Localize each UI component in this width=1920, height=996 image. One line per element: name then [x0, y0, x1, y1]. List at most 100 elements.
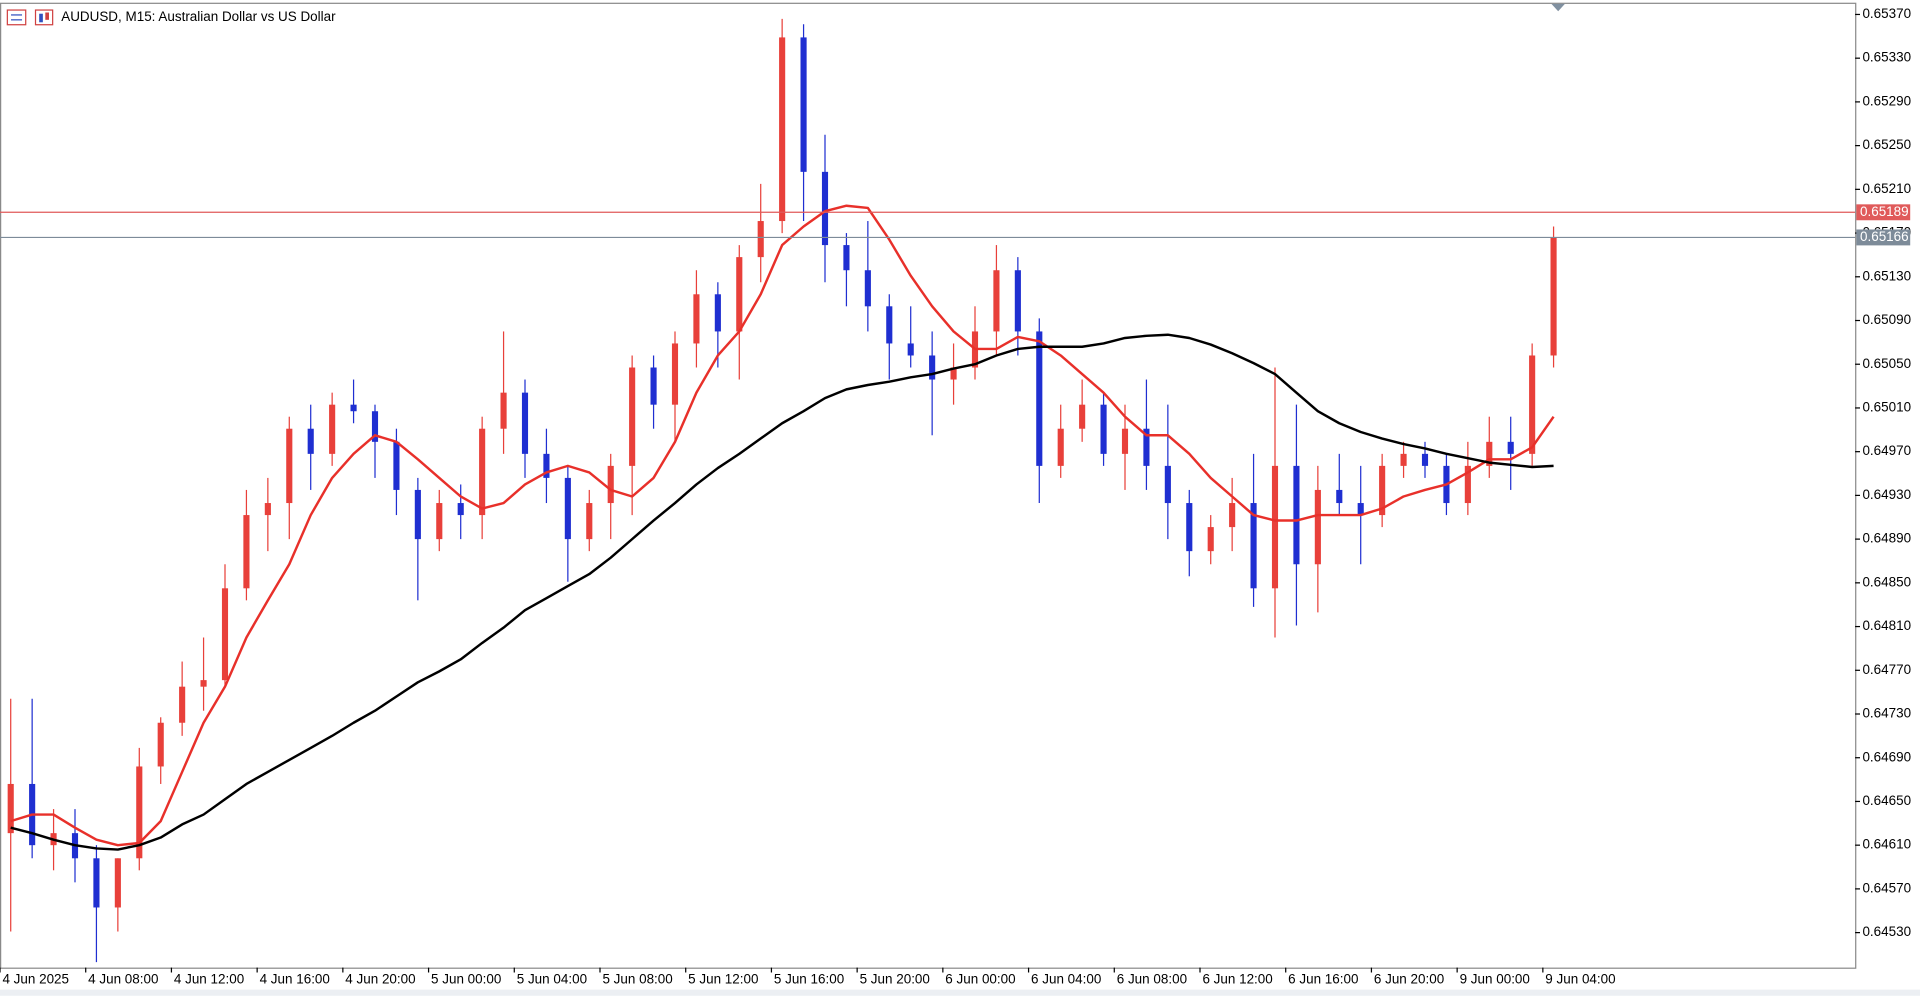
candle-body: [800, 37, 807, 172]
y-tick-label: 0.65290: [1862, 93, 1911, 108]
y-tick-label: 0.64970: [1862, 443, 1911, 458]
y-tick-label: 0.65210: [1862, 181, 1911, 196]
x-tick-label: 6 Jun 00:00: [945, 971, 1015, 986]
y-tick-label: 0.65050: [1862, 356, 1911, 371]
tab-bar[interactable]: [0, 989, 1920, 996]
candle-body: [864, 270, 871, 307]
candle-body: [114, 858, 121, 908]
candle-body: [479, 428, 486, 516]
shift-marker[interactable]: [1551, 3, 1565, 12]
candle-body: [200, 680, 207, 687]
candle-body: [243, 515, 250, 589]
candle-body: [993, 270, 1000, 332]
x-tick-label: 5 Jun 08:00: [602, 971, 672, 986]
candle-body: [1486, 441, 1493, 466]
candle-body: [157, 722, 164, 767]
y-tick-label: 0.64530: [1862, 924, 1911, 939]
x-tick-label: 5 Jun 04:00: [517, 971, 587, 986]
candle-body: [586, 503, 593, 540]
y-tick-label: 0.65010: [1862, 400, 1911, 415]
candle-body: [1079, 404, 1086, 429]
y-tick-label: 0.64810: [1862, 618, 1911, 633]
candle-body: [629, 367, 636, 466]
y-tick-label: 0.64770: [1862, 662, 1911, 677]
candle-body: [564, 477, 571, 540]
y-tick-label: 0.64690: [1862, 749, 1911, 764]
price-tag: [1856, 229, 1911, 246]
candle-body: [779, 37, 786, 222]
x-tick-label: 6 Jun 16:00: [1288, 971, 1358, 986]
candle-body: [1336, 489, 1343, 504]
chart-title: AUDUSD, M15: Australian Dollar vs US Dol…: [61, 9, 336, 24]
candle-body: [543, 453, 550, 478]
candle-body: [1529, 355, 1536, 454]
icon-bar: [39, 13, 43, 23]
x-tick-label: 5 Jun 20:00: [860, 971, 930, 986]
candle-body: [714, 294, 721, 332]
x-tick-label: 4 Jun 2025: [2, 971, 69, 986]
candle-body: [671, 343, 679, 405]
candle-body: [1143, 428, 1150, 466]
y-tick-label: 0.65250: [1862, 137, 1911, 152]
plot-border: [0, 2, 1857, 969]
candle-body: [7, 783, 14, 834]
candle-body: [1379, 465, 1386, 516]
y-tick-label: 0.65130: [1862, 268, 1911, 283]
candle-body: [1507, 441, 1514, 454]
x-tick-label: 6 Jun 20:00: [1374, 971, 1444, 986]
candle-body: [843, 245, 850, 271]
candle-body: [650, 367, 657, 405]
candle-body: [1314, 489, 1321, 565]
moving-average: [10, 333, 1554, 851]
candle-body: [393, 441, 400, 490]
candle-body: [821, 171, 829, 246]
candle-body: [1400, 453, 1407, 466]
candle-body: [179, 686, 186, 723]
x-tick-label: 9 Jun 00:00: [1460, 971, 1530, 986]
candle-body: [1164, 465, 1171, 504]
price-tag: [1856, 204, 1911, 221]
x-tick-label: 4 Jun 20:00: [345, 971, 415, 986]
candle-body: [1100, 404, 1107, 454]
toolbar-icons[interactable]: [6, 9, 54, 26]
y-tick-label: 0.65330: [1862, 50, 1911, 65]
candle-body: [264, 503, 271, 516]
x-tick-label: 5 Jun 12:00: [688, 971, 758, 986]
moving-average: [10, 204, 1555, 847]
candle-body: [414, 489, 421, 540]
candle-body: [1357, 503, 1364, 516]
candle-body: [1036, 331, 1043, 466]
candle-body: [757, 221, 764, 258]
candle-body: [1121, 428, 1129, 454]
candle-body: [329, 404, 336, 454]
y-tick-label: 0.65370: [1862, 6, 1911, 21]
y-tick-label: 0.64730: [1862, 706, 1911, 721]
candle-body: [929, 355, 936, 380]
chart-layer: 0.65370 0.65330 0.65290 0.65250 0.65210 0.651…: [0, 6, 1911, 986]
candle-body: [1207, 527, 1214, 552]
y-tick-label: 0.65090: [1862, 312, 1911, 327]
candle-body: [1186, 503, 1193, 552]
candle-body: [1057, 428, 1064, 466]
price-tag-label: 0.65166: [1860, 229, 1909, 244]
icon-menu[interactable]: [6, 9, 27, 26]
icon-trade[interactable]: [34, 9, 54, 26]
candle-body: [1250, 503, 1257, 589]
candle-body: [286, 428, 293, 504]
y-tick-label: 0.64890: [1862, 531, 1911, 546]
candle-body: [907, 343, 914, 356]
x-tick-label: 5 Jun 16:00: [774, 971, 844, 986]
candle-body: [500, 392, 507, 429]
candle-body: [93, 858, 100, 908]
candle-body: [350, 404, 357, 412]
icon-bar: [45, 12, 49, 20]
candle-body: [1464, 465, 1471, 504]
candle-body: [436, 503, 443, 540]
y-tick-label: 0.64850: [1862, 574, 1911, 589]
candle-body: [1229, 503, 1236, 528]
y-tick-label: 0.64650: [1862, 793, 1911, 808]
x-tick-label: 9 Jun 04:00: [1545, 971, 1615, 986]
y-tick-label: 0.64930: [1862, 487, 1911, 502]
